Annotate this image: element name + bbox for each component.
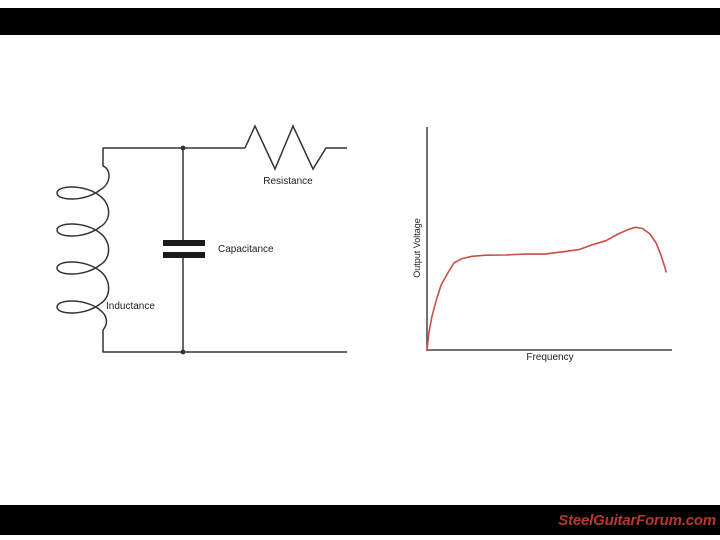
capacitor-plate-bottom [163,252,205,258]
resistor-zigzag [244,124,347,171]
letterbox-top-bar [0,8,720,35]
capacitance-label: Capacitance [218,244,274,255]
resistance-label: Resistance [263,176,313,187]
watermark-text: SteelGuitarForum.com [558,511,716,529]
junction-dot-bottom [180,349,186,355]
frequency-label: Frequency [526,352,574,363]
output-voltage-label: Output Voltage [412,218,422,278]
capacitor-plate-top [163,240,205,246]
response-curve [426,226,667,351]
inductance-label: Inductance [106,301,155,312]
inductor-coil-and-wires [56,147,347,353]
chart-axes [426,127,672,351]
letterbox-bottom-bar: SteelGuitarForum.com [0,505,720,535]
junction-dot-top [180,145,186,151]
